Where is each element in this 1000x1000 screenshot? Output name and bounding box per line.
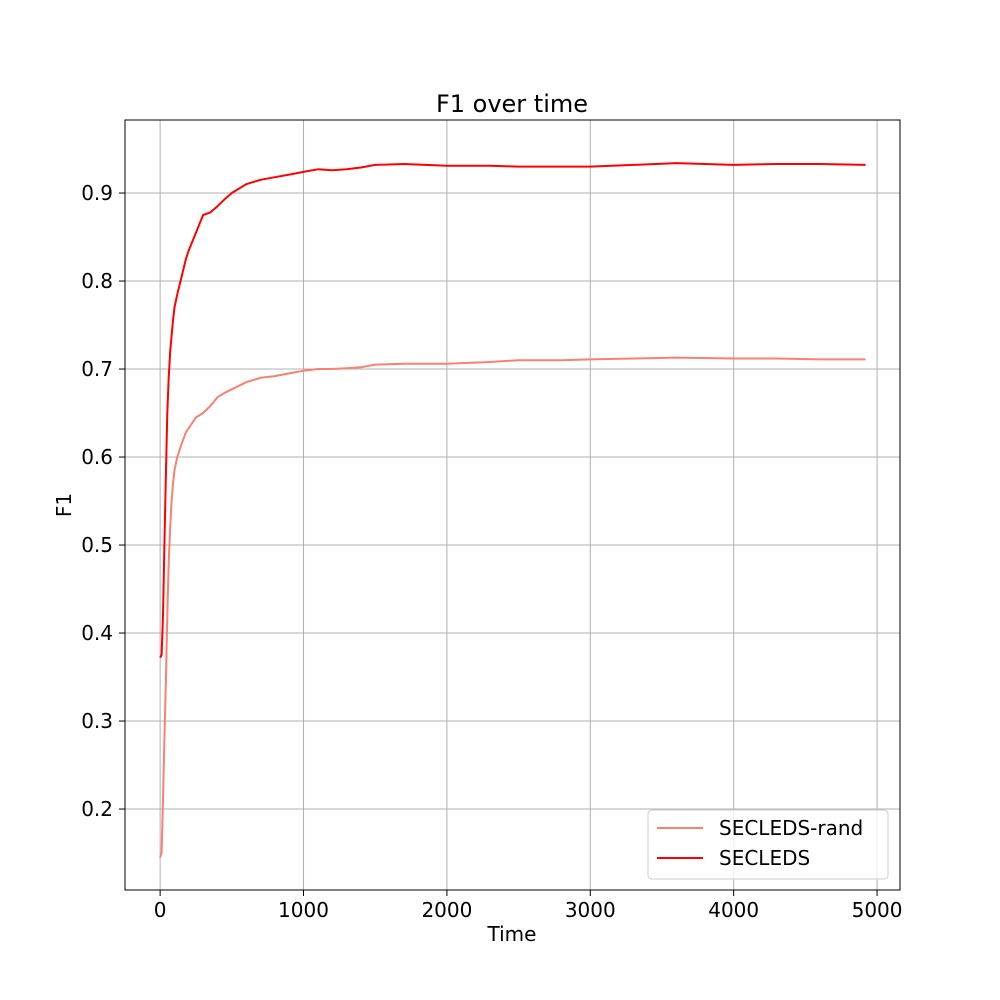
y-axis-label: F1 <box>52 493 76 517</box>
plot-area-frame <box>124 119 901 891</box>
y-tick-label: 0.2 <box>81 797 113 821</box>
y-tick-label: 0.7 <box>81 357 113 381</box>
legend-label-secleds-rand: SECLEDS-rand <box>719 816 863 840</box>
y-tick-label: 0.9 <box>81 181 113 205</box>
x-axis-ticks: 0 1000 2000 3000 4000 5000 <box>154 890 903 922</box>
x-tick-label: 4000 <box>708 898 759 922</box>
x-tick-label: 0 <box>154 898 167 922</box>
y-tick-label: 0.5 <box>81 533 113 557</box>
x-tick-label: 5000 <box>852 898 903 922</box>
y-tick-label: 0.6 <box>81 445 113 469</box>
grid-lines <box>125 120 900 890</box>
legend-box <box>647 809 889 880</box>
chart-title: F1 over time <box>436 90 588 118</box>
y-tick-label: 0.8 <box>81 269 113 293</box>
x-tick-label: 1000 <box>278 898 329 922</box>
y-axis-ticks: 0.2 0.3 0.4 0.5 0.6 0.7 0.8 0.9 <box>81 181 125 821</box>
y-tick-label: 0.4 <box>81 621 113 645</box>
x-tick-label: 2000 <box>421 898 472 922</box>
y-tick-label: 0.3 <box>81 709 113 733</box>
x-axis-label: Time <box>487 922 537 946</box>
legend-label-secleds: SECLEDS <box>719 846 810 870</box>
legend: SECLEDS-rand SECLEDS <box>647 809 889 880</box>
x-tick-label: 3000 <box>565 898 616 922</box>
series-line-secleds <box>159 162 866 659</box>
data-series-group <box>159 162 866 858</box>
series-line-secleds-rand <box>159 356 866 858</box>
